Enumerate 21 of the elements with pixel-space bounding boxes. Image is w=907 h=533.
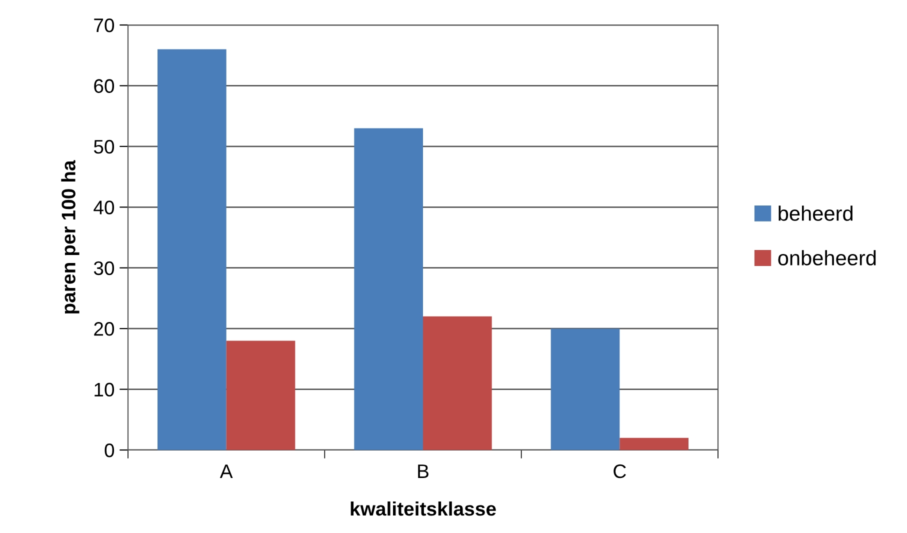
bar [158,49,226,450]
legend-label: onbeheerd [778,250,876,266]
y-tick-label: 0 [104,443,114,458]
bar [550,328,620,450]
x-tick-label: C [614,464,626,478]
bar [226,340,296,450]
bar [423,316,492,450]
y-tick-label: 30 [94,261,114,276]
y-tick-label: 70 [94,18,114,32]
y-tick-label: 50 [94,140,114,154]
bar [354,128,423,450]
y-tick-label: 60 [94,79,114,93]
legend-label: beheerd [778,206,852,221]
y-tick-label: 40 [94,200,114,214]
x-tick-label: B [418,464,428,478]
y-tick-label: 20 [94,322,114,336]
y-axis-title: paren per 100 ha [61,160,80,314]
x-tick-label: A [220,464,233,478]
x-axis-title: kwaliteitsklasse [350,501,496,516]
y-tick-label: 10 [94,382,114,397]
bar [620,438,688,450]
